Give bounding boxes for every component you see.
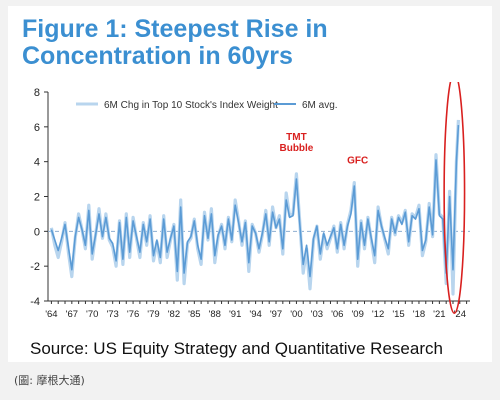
image-credit: (圖: 摩根大通) xyxy=(14,374,85,387)
legend-label: 6M Chg in Top 10 Stock's Index Weight xyxy=(104,100,278,111)
x-tick-label: '15 xyxy=(392,309,404,320)
x-tick-label: '09 xyxy=(351,309,363,320)
y-tick-label: 8 xyxy=(34,87,40,99)
x-tick-label: '97 xyxy=(270,309,282,320)
series-6m-chg-line xyxy=(49,119,460,296)
x-tick-label: '67 xyxy=(66,309,78,320)
y-tick-label: -4 xyxy=(30,296,40,308)
line-chart: -4 -2 0 2 4 6 8 '64 '67 '70 '73 '76 '79 '82 '85 '88 '91… xyxy=(30,82,470,320)
series-group xyxy=(49,119,460,296)
x-tick-label: '24 xyxy=(454,309,466,320)
x-tick-label: '18 xyxy=(413,309,425,320)
x-tick-label: '82 xyxy=(168,309,180,320)
chart-title: Figure 1: Steepest Rise in Concentration… xyxy=(22,15,328,70)
y-tick-label: -2 xyxy=(30,261,40,273)
x-tick-label: '85 xyxy=(188,309,200,320)
x-tick-label: '76 xyxy=(127,309,139,320)
x-tick-label: '70 xyxy=(86,309,98,320)
annotation-label: TMT xyxy=(286,132,307,143)
x-tick-label: '79 xyxy=(147,309,159,320)
highlight-ellipse xyxy=(443,82,466,314)
y-tick-label: 6 xyxy=(34,122,40,134)
x-tick-label: '73 xyxy=(106,309,118,320)
series-6m-avg-line xyxy=(50,125,460,278)
x-tick-label: '94 xyxy=(249,309,261,320)
source-note: Source: US Equity Strategy and Quantitat… xyxy=(30,339,443,358)
y-tick-label: 2 xyxy=(34,192,40,204)
legend: 6M Chg in Top 10 Stock's Index Weight 6M … xyxy=(76,100,338,111)
x-tick-label: '88 xyxy=(209,309,221,320)
annotation-label: GFC xyxy=(347,155,368,166)
y-tick-label: 0 xyxy=(34,226,40,238)
y-axis: -4 -2 0 2 4 6 8 xyxy=(30,87,49,308)
x-tick-label: '06 xyxy=(331,309,343,320)
chart-card: Figure 1: Steepest Rise in Concentration… xyxy=(8,6,492,362)
x-tick-label: '21 xyxy=(433,309,445,320)
x-tick-label: '00 xyxy=(290,309,302,320)
legend-label: 6M avg. xyxy=(302,100,338,111)
annotation-label: Bubble xyxy=(279,143,313,154)
x-tick-label: '91 xyxy=(229,309,241,320)
x-tick-label: '64 xyxy=(45,309,57,320)
x-tick-label: '03 xyxy=(311,309,323,320)
x-axis: '64 '67 '70 '73 '76 '79 '82 '85 '88 '91 '94 '97 '00 '… xyxy=(45,300,470,320)
x-tick-label: '12 xyxy=(372,309,384,320)
y-tick-label: 4 xyxy=(34,157,40,169)
